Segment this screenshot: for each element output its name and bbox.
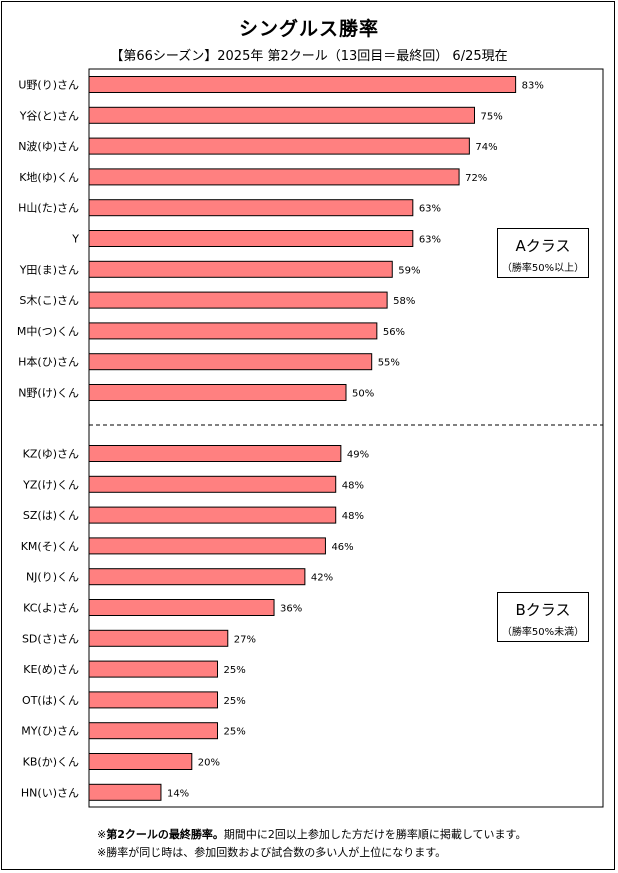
value-label: 25% [224,696,246,707]
value-label: 42% [311,573,333,584]
category-label: MY(ひ)さん [21,725,79,738]
bar-b-11 [88,753,193,770]
bar-a-1 [88,76,517,93]
category-label: H本(ひ)さん [18,355,79,369]
bar-b-4 [88,537,326,555]
value-label: 25% [224,727,246,738]
bar-b-12 [88,783,162,801]
bar-a-7 [88,260,393,278]
value-label: 83% [522,81,544,92]
footnote-1-text: 期間中に2回以上参加した方だけを勝率順に掲載しています。 [223,828,527,841]
bar-a-3 [88,137,470,155]
class-b-name: Bクラス [515,601,571,619]
value-label: 74% [475,142,497,153]
bar-a-8 [88,291,388,309]
value-label: 46% [331,542,353,553]
footnote-2: ※勝率が同じ時は、参加回数および試合数の多い人が上位になります。 [97,846,447,859]
bar-b-9 [88,691,218,709]
bar-a-11 [88,384,347,401]
footnote-1: ※第2クールの最終勝率。期間中に2回以上参加した方だけを勝率順に掲載しています。 [97,828,527,841]
bar-b-5 [88,568,306,586]
category-label: KE(め)さん [23,663,79,676]
chart-subtitle: 【第66シーズン】2025年 第2クール（13回目＝最終回） 6/25現在 [110,49,508,64]
bar-a-6 [88,230,414,247]
category-label: M中(つ)くん [17,325,79,338]
category-label: NJ(り)くん [26,571,79,584]
category-label: N波(ゆ)さん [18,140,79,153]
class-a-box: Aクラス （勝率50%以上） [497,228,589,278]
category-label: Y [71,233,79,246]
class-b-box: Bクラス （勝率50%未満） [497,592,589,642]
category-label: Y谷(と)さん [19,109,79,122]
category-label: Y田(ま)さん [19,263,79,276]
value-label: 56% [383,327,405,338]
value-label: 20% [198,758,220,769]
category-label: K地(ゆ)くん [19,171,79,184]
category-label: KB(か)くん [23,756,79,769]
category-label: HN(い)さん [21,786,79,799]
bar-a-2 [88,106,475,124]
footnote-1-bold: 第2クールの最終勝率。 [106,828,224,841]
value-label: 49% [347,450,369,461]
value-label: 27% [234,634,256,645]
bar-b-3 [88,506,337,524]
value-label: 63% [419,235,441,246]
value-label: 55% [378,358,400,369]
value-label: 36% [280,604,302,615]
value-label: 50% [352,389,374,400]
value-label: 25% [224,665,246,676]
bar-b-1 [88,445,342,462]
bar-b-6 [88,599,275,616]
value-label: 48% [342,511,364,522]
value-label: 63% [419,204,441,215]
class-a-name: Aクラス [515,237,571,255]
category-label: KC(よ)さん [23,602,79,615]
value-label: 59% [398,265,420,276]
class-b-sub: （勝率50%未満） [501,627,585,638]
bar-a-5 [88,199,414,217]
category-label: OT(は)くん [22,694,79,707]
category-label: N野(け)くん [18,387,79,400]
class-a-sub: （勝率50%以上） [501,263,585,274]
category-label: H山(た)さん [18,202,79,215]
category-label: SZ(は)くん [23,509,79,522]
value-label: 72% [465,173,487,184]
category-label: SD(さ)さん [22,632,79,645]
bar-a-4 [88,168,460,186]
value-label: 58% [393,296,415,307]
category-label: U野(り)さん [18,79,79,92]
bar-b-2 [88,475,337,493]
value-label: 14% [167,788,189,799]
category-label: KZ(ゆ)さん [23,448,79,461]
bar-b-10 [88,722,218,740]
value-label: 48% [342,480,364,491]
value-label: 75% [481,111,503,122]
bar-b-7 [88,629,229,647]
bar-b-8 [88,660,218,678]
footnotes: ※第2クールの最終勝率。期間中に2回以上参加した方だけを勝率順に掲載しています。… [97,826,526,862]
plot-area [88,68,604,808]
bar-a-9 [88,322,378,340]
category-label: KM(そ)くん [21,540,79,553]
bar-a-10 [88,353,373,371]
chart-title: シングルス勝率 [238,18,379,40]
category-label: YZ(け)くん [22,478,79,491]
category-label: S木(こ)さん [19,294,79,307]
